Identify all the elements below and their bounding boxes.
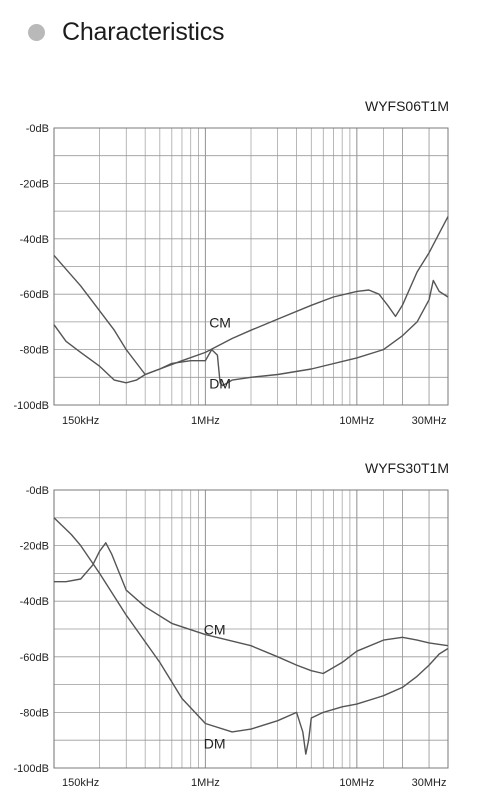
x-tick-label: 1MHz [191, 415, 220, 427]
series-label-cm: CM [204, 622, 226, 638]
section-header: Characteristics [28, 14, 225, 50]
series-label-dm: DM [209, 375, 231, 391]
x-tick-label: 30MHz [412, 777, 447, 789]
y-tick-label: -60dB [20, 652, 49, 664]
series-label-dm: DM [204, 736, 226, 752]
series-line-cm [53, 216, 449, 376]
y-tick-label: -0dB [26, 485, 49, 497]
chart-plot-wyfs30t1m: -0dB -20dB -40dB -60dB -80dB -100dB 150kHz 1MHz… [14, 485, 449, 789]
y-tick-label: -0dB [26, 123, 49, 135]
plot-frame [53, 489, 449, 769]
y-tick-label: -100dB [14, 400, 49, 412]
x-tick-label: 10MHz [339, 415, 374, 427]
section-title: Characteristics [62, 17, 225, 46]
x-tick-label: 150kHz [62, 777, 99, 789]
y-tick-label: -40dB [20, 234, 49, 246]
chart-plot-wyfs06t1m: -0dB -20dB -40dB -60dB -80dB -100dB 150kHz 1MHz… [14, 123, 449, 427]
x-tick-label: 30MHz [412, 415, 447, 427]
chart-wyfs30t1m: WYFS30T1M -0dB -20dB -40dB -60dB -80dB -100dB… [0, 458, 481, 803]
y-tick-label: -20dB [20, 541, 49, 553]
chart-title: WYFS06T1M [364, 98, 449, 114]
series-line-dm [53, 517, 449, 755]
y-tick-label: -60dB [20, 289, 49, 301]
x-tick-label: 1MHz [191, 777, 220, 789]
y-tick-label: -20dB [20, 178, 49, 190]
bullet-dot-icon [28, 23, 45, 41]
y-tick-label: -80dB [20, 345, 49, 357]
series-line-dm [53, 279, 449, 387]
chart-wyfs06t1m: WYFS06T1M -0dB -20dB -40dB -60dB -80dB -100dB… [0, 96, 481, 436]
y-tick-label: -80dB [20, 707, 49, 719]
chart-title: WYFS30T1M [364, 460, 449, 476]
plot-frame [53, 127, 449, 406]
y-tick-label: -40dB [20, 596, 49, 608]
series-line-cm [54, 542, 449, 675]
y-tick-label: -100dB [14, 763, 49, 775]
x-tick-label: 10MHz [339, 777, 374, 789]
series-label-cm: CM [209, 314, 231, 330]
x-tick-label: 150kHz [62, 415, 99, 427]
